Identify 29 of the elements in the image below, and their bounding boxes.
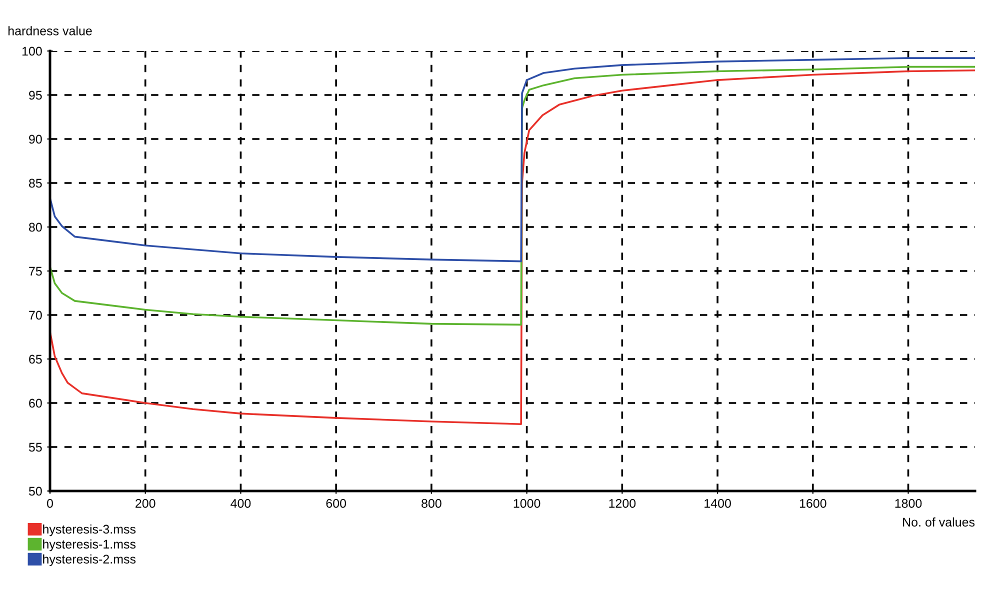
line-series: [50, 66, 975, 326]
x-tick-label: 200: [136, 498, 156, 508]
y-tick-label: 80: [29, 222, 42, 232]
x-tick-label: 1400: [704, 498, 731, 508]
line-series: [50, 57, 975, 262]
y-tick-label: 55: [28, 442, 42, 452]
y-tick-label: 65: [29, 354, 42, 364]
legend-label: hysteresis-1.mss: [43, 539, 136, 552]
y-tick-label: 95: [29, 90, 42, 100]
y-tick-label: 70: [29, 310, 42, 320]
x-tick-label: 1800: [895, 498, 922, 508]
legend-label: hysteresis-3.mss: [43, 524, 136, 536]
legend-label: hysteresis-2.mss: [43, 554, 136, 566]
y-tick-label: 100: [22, 46, 42, 56]
x-tick-label: 1200: [609, 498, 636, 508]
y-tick-label: 85: [29, 178, 42, 188]
x-tick-label: 1000: [514, 498, 540, 508]
x-axis-title: No. of values: [903, 517, 975, 527]
x-tick-label: 800: [422, 498, 442, 508]
y-tick-label: 50: [28, 486, 42, 496]
y-tick-label: 75: [29, 266, 42, 276]
line-series: [50, 69, 975, 426]
x-tick-label: 400: [230, 498, 251, 508]
y-tick-label: 60: [29, 398, 42, 408]
x-tick-label: 0: [47, 498, 53, 508]
x-tick-label: 1600: [800, 498, 826, 508]
y-tick-label: 90: [29, 134, 42, 144]
x-tick-label: 600: [326, 498, 346, 508]
y-axis-title: hardness value: [8, 26, 92, 36]
